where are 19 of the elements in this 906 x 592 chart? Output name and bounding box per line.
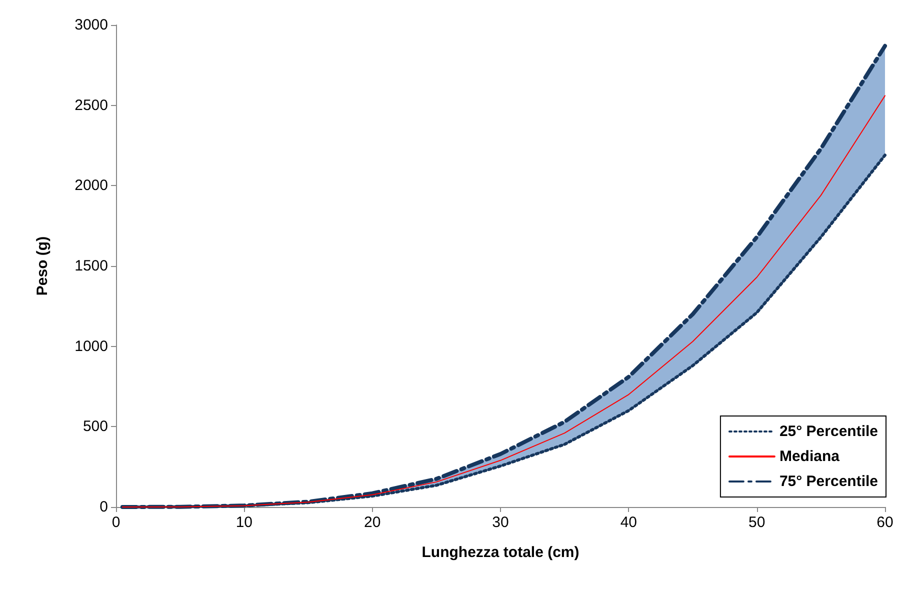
y-axis-title: Peso (g) (34, 236, 51, 296)
x-tick-label: 40 (620, 514, 638, 531)
y-tick-label: 1500 (74, 258, 108, 274)
y-tick-label: 3000 (74, 16, 108, 34)
x-tick-label: 20 (364, 514, 381, 531)
y-tick-label: 2000 (74, 177, 108, 194)
legend-label: 25° Percentile (779, 423, 878, 440)
y-tick-label: 0 (100, 498, 108, 516)
legend-label: 75° Percentile (779, 473, 878, 490)
y-tick-label: 1000 (74, 338, 108, 355)
y-tick-label: 2500 (74, 96, 108, 114)
x-axis-title: Lunghezza totale (cm) (422, 544, 580, 561)
legend-label: Mediana (779, 448, 840, 465)
x-tick-label: 0 (112, 514, 120, 531)
y-tick-label: 500 (82, 418, 108, 436)
x-tick-label: 50 (748, 514, 766, 531)
x-tick-label: 60 (876, 514, 894, 531)
x-tick-label: 30 (492, 514, 509, 531)
x-tick-label: 10 (236, 514, 253, 531)
